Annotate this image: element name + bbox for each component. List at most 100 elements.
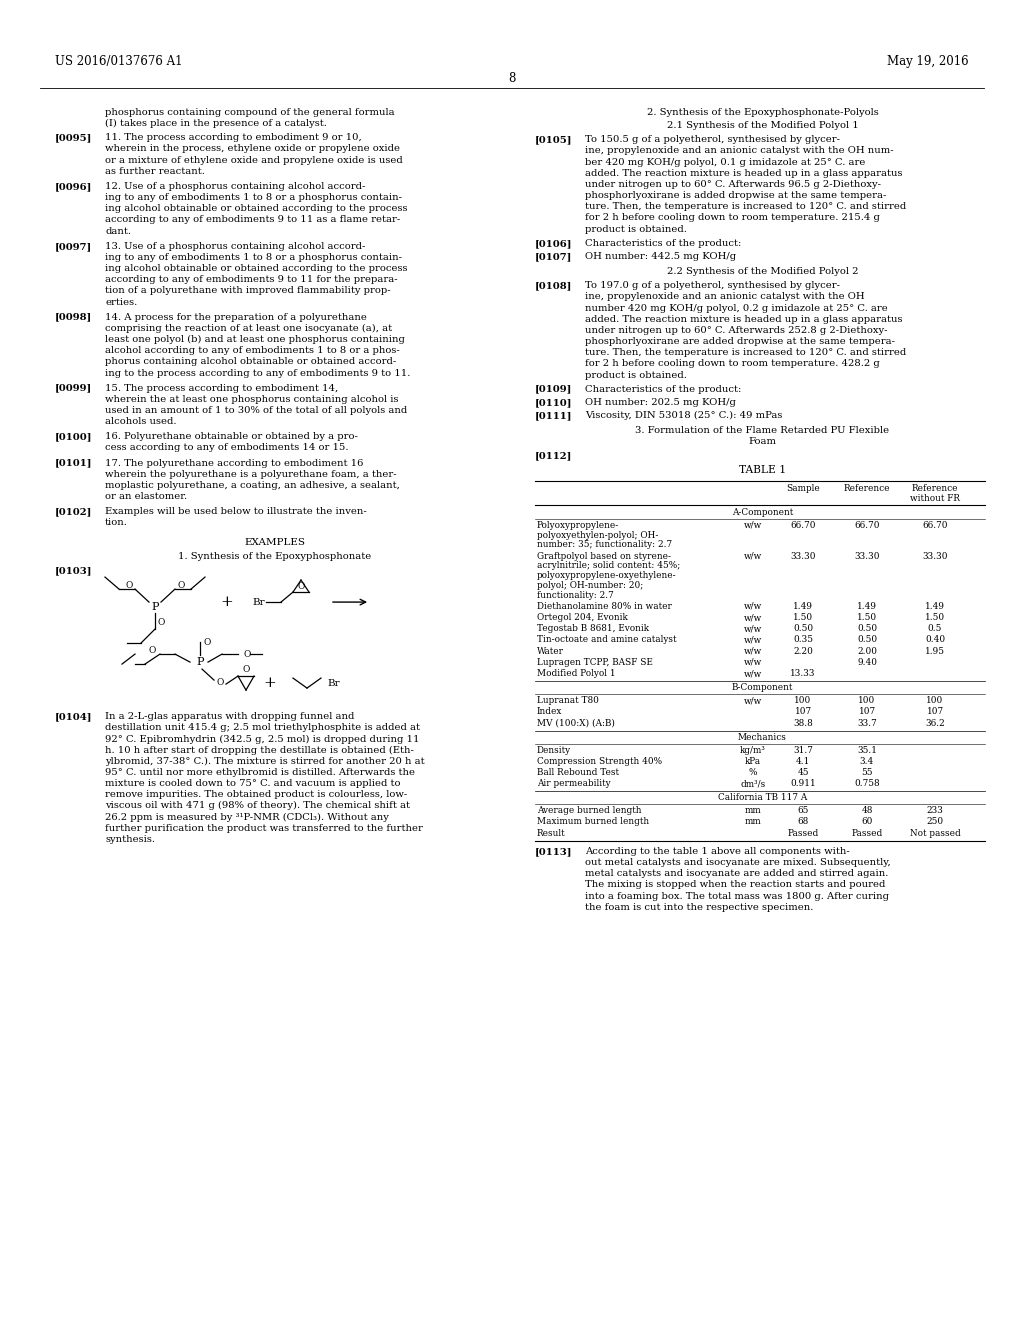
Text: O: O — [243, 665, 250, 675]
Text: viscous oil with 471 g (98% of theory). The chemical shift at: viscous oil with 471 g (98% of theory). … — [105, 801, 410, 810]
Text: the foam is cut into the respective specimen.: the foam is cut into the respective spec… — [585, 903, 813, 912]
Text: w/w: w/w — [743, 657, 762, 667]
Text: or a mixture of ethylene oxide and propylene oxide is used: or a mixture of ethylene oxide and propy… — [105, 156, 402, 165]
Text: 107: 107 — [927, 708, 943, 717]
Text: alcohol according to any of embodiments 1 to 8 or a phos-: alcohol according to any of embodiments … — [105, 346, 399, 355]
Text: 3. Formulation of the Flame Retarded PU Flexible: 3. Formulation of the Flame Retarded PU … — [636, 426, 890, 436]
Text: OH number: 442.5 mg KOH/g: OH number: 442.5 mg KOH/g — [585, 252, 736, 261]
Text: 45: 45 — [798, 768, 809, 777]
Text: O: O — [177, 581, 184, 590]
Text: 35.1: 35.1 — [857, 746, 877, 755]
Text: 1.49: 1.49 — [793, 602, 813, 611]
Text: product is obtained.: product is obtained. — [585, 371, 687, 380]
Text: [0105]: [0105] — [535, 136, 572, 144]
Text: O: O — [297, 582, 305, 591]
Text: [0095]: [0095] — [55, 133, 92, 143]
Text: +: + — [263, 676, 276, 690]
Text: [0112]: [0112] — [535, 451, 572, 461]
Text: out metal catalysts and isocyanate are mixed. Subsequently,: out metal catalysts and isocyanate are m… — [585, 858, 891, 867]
Text: ing alcohol obtainable or obtained according to the process: ing alcohol obtainable or obtained accor… — [105, 264, 408, 273]
Text: w/w: w/w — [743, 669, 762, 678]
Text: phosphorus containing compound of the general formula: phosphorus containing compound of the ge… — [105, 108, 394, 117]
Text: 2.2 Synthesis of the Modified Polyol 2: 2.2 Synthesis of the Modified Polyol 2 — [667, 267, 858, 276]
Text: ing to any of embodiments 1 to 8 or a phosphorus contain-: ing to any of embodiments 1 to 8 or a ph… — [105, 253, 402, 261]
Text: further purification the product was transferred to the further: further purification the product was tra… — [105, 824, 423, 833]
Text: 36.2: 36.2 — [925, 718, 945, 727]
Text: wherein the at least one phosphorus containing alcohol is: wherein the at least one phosphorus cont… — [105, 395, 398, 404]
Text: alcohols used.: alcohols used. — [105, 417, 176, 426]
Text: 100: 100 — [858, 696, 876, 705]
Text: tion.: tion. — [105, 519, 128, 528]
Text: O: O — [244, 649, 251, 659]
Text: Not passed: Not passed — [909, 829, 961, 838]
Text: Viscosity, DIN 53018 (25° C.): 49 mPas: Viscosity, DIN 53018 (25° C.): 49 mPas — [585, 411, 782, 420]
Text: Polyoxypropylene-: Polyoxypropylene- — [537, 521, 620, 531]
Text: 33.30: 33.30 — [791, 552, 816, 561]
Text: O: O — [203, 638, 210, 647]
Text: 66.70: 66.70 — [791, 521, 816, 531]
Text: Br: Br — [327, 678, 340, 688]
Text: [0097]: [0097] — [55, 242, 92, 251]
Text: functionality: 2.7: functionality: 2.7 — [537, 590, 613, 599]
Text: [0096]: [0096] — [55, 182, 92, 191]
Text: Maximum burned length: Maximum burned length — [537, 817, 649, 826]
Text: Average burned length: Average burned length — [537, 807, 641, 816]
Text: 1.50: 1.50 — [925, 612, 945, 622]
Text: Passed: Passed — [787, 829, 818, 838]
Text: according to any of embodiments 9 to 11 for the prepara-: according to any of embodiments 9 to 11 … — [105, 276, 397, 284]
Text: synthesis.: synthesis. — [105, 834, 155, 843]
Text: Characteristics of the product:: Characteristics of the product: — [585, 384, 741, 393]
Text: phosphorlyoxirane is added dropwise at the same tempera-: phosphorlyoxirane is added dropwise at t… — [585, 191, 887, 201]
Text: 0.50: 0.50 — [857, 624, 878, 634]
Text: least one polyol (b) and at least one phosphorus containing: least one polyol (b) and at least one ph… — [105, 335, 404, 345]
Text: P: P — [152, 602, 159, 612]
Text: 11. The process according to embodiment 9 or 10,: 11. The process according to embodiment … — [105, 133, 361, 143]
Text: TABLE 1: TABLE 1 — [739, 465, 786, 475]
Text: phorus containing alcohol obtainable or obtained accord-: phorus containing alcohol obtainable or … — [105, 358, 396, 367]
Text: Diethanolamine 80% in water: Diethanolamine 80% in water — [537, 602, 672, 611]
Text: polyoxyethylen-polyol; OH-: polyoxyethylen-polyol; OH- — [537, 531, 658, 540]
Text: 0.50: 0.50 — [857, 635, 878, 644]
Text: w/w: w/w — [743, 696, 762, 705]
Text: w/w: w/w — [743, 521, 762, 531]
Text: 14. A process for the preparation of a polyurethane: 14. A process for the preparation of a p… — [105, 313, 367, 322]
Text: product is obtained.: product is obtained. — [585, 224, 687, 234]
Text: polyoxypropylene-oxyethylene-: polyoxypropylene-oxyethylene- — [537, 572, 677, 579]
Text: Air permeability: Air permeability — [537, 779, 610, 788]
Text: metal catalysts and isocyanate are added and stirred again.: metal catalysts and isocyanate are added… — [585, 869, 889, 878]
Text: wherein in the process, ethylene oxide or propylene oxide: wherein in the process, ethylene oxide o… — [105, 144, 400, 153]
Text: 1.50: 1.50 — [857, 612, 878, 622]
Text: Tin-octoate and amine catalyst: Tin-octoate and amine catalyst — [537, 635, 677, 644]
Text: as further reactant.: as further reactant. — [105, 166, 205, 176]
Text: 92° C. Epibromhydrin (342.5 g, 2.5 mol) is dropped during 11: 92° C. Epibromhydrin (342.5 g, 2.5 mol) … — [105, 734, 420, 743]
Text: Lupragen TCPP, BASF SE: Lupragen TCPP, BASF SE — [537, 657, 653, 667]
Text: 17. The polyurethane according to embodiment 16: 17. The polyurethane according to embodi… — [105, 458, 364, 467]
Text: 1.49: 1.49 — [857, 602, 877, 611]
Text: In a 2-L-glas apparatus with dropping funnel and: In a 2-L-glas apparatus with dropping fu… — [105, 711, 354, 721]
Text: 8: 8 — [508, 73, 516, 84]
Text: 66.70: 66.70 — [854, 521, 880, 531]
Text: 48: 48 — [861, 807, 872, 816]
Text: May 19, 2016: May 19, 2016 — [888, 55, 969, 69]
Text: 12. Use of a phosphorus containing alcohol accord-: 12. Use of a phosphorus containing alcoh… — [105, 182, 366, 191]
Text: 33.30: 33.30 — [923, 552, 948, 561]
Text: ber 420 mg KOH/g polyol, 0.1 g imidazole at 25° C. are: ber 420 mg KOH/g polyol, 0.1 g imidazole… — [585, 157, 865, 166]
Text: into a foaming box. The total mass was 1800 g. After curing: into a foaming box. The total mass was 1… — [585, 891, 889, 900]
Text: %: % — [749, 768, 758, 777]
Text: number 420 mg KOH/g polyol, 0.2 g imidazole at 25° C. are: number 420 mg KOH/g polyol, 0.2 g imidaz… — [585, 304, 888, 313]
Text: added. The reaction mixture is headed up in a glass apparatus: added. The reaction mixture is headed up… — [585, 314, 902, 323]
Text: To 150.5 g of a polyetherol, synthesised by glycer-: To 150.5 g of a polyetherol, synthesised… — [585, 136, 840, 144]
Text: EXAMPLES: EXAMPLES — [245, 537, 305, 546]
Text: 0.40: 0.40 — [925, 635, 945, 644]
Text: 31.7: 31.7 — [793, 746, 813, 755]
Text: 65: 65 — [798, 807, 809, 816]
Text: dant.: dant. — [105, 227, 131, 235]
Text: Characteristics of the product:: Characteristics of the product: — [585, 239, 741, 248]
Text: acrylnitrile; solid content: 45%;: acrylnitrile; solid content: 45%; — [537, 561, 680, 570]
Text: number: 35; functionality: 2.7: number: 35; functionality: 2.7 — [537, 540, 672, 549]
Text: ture. Then, the temperature is increased to 120° C. and stirred: ture. Then, the temperature is increased… — [585, 348, 906, 358]
Text: Index: Index — [537, 708, 562, 717]
Text: mixture is cooled down to 75° C. and vacuum is applied to: mixture is cooled down to 75° C. and vac… — [105, 779, 400, 788]
Text: 15. The process according to embodiment 14,: 15. The process according to embodiment … — [105, 384, 338, 392]
Text: +: + — [220, 595, 233, 609]
